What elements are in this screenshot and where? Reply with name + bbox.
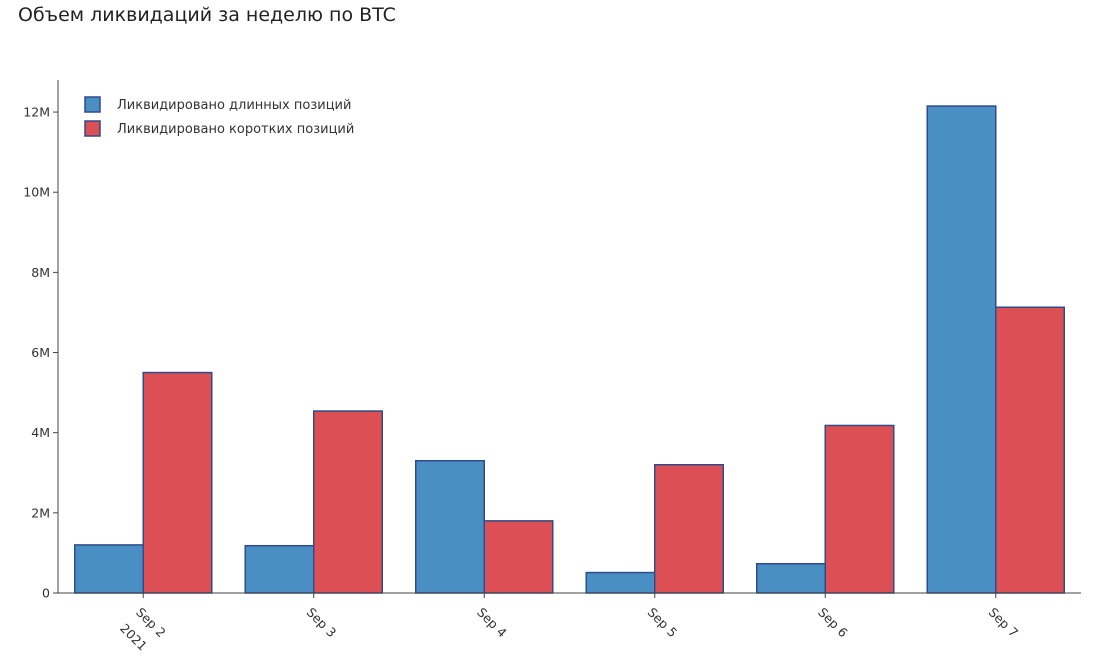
y-tick-label: 12M <box>23 105 50 120</box>
y-tick-label: 6M <box>31 345 50 360</box>
legend-label: Ликвидировано длинных позиций <box>117 98 351 113</box>
bar-short-1[interactable] <box>313 410 383 594</box>
bar-short-3[interactable] <box>654 464 724 594</box>
y-ticks: 0 2M 4M 6M 8M 10M 12M <box>23 105 58 601</box>
bar-short-4[interactable] <box>824 424 895 594</box>
x-tick-label: Sep 3 <box>304 605 340 641</box>
bar-long-4[interactable] <box>756 562 826 594</box>
y-tick-label: 8M <box>31 265 50 280</box>
x-tick-label: Sep 4 <box>474 605 510 641</box>
bar-long-1[interactable] <box>244 544 315 594</box>
x-tick-label: Sep 7 <box>986 605 1022 641</box>
legend-swatch <box>84 96 101 113</box>
legend[interactable]: Ликвидировано длинных позиций Ликвидирова… <box>84 96 354 137</box>
bar-long-3[interactable] <box>585 571 656 594</box>
y-tick-label: 0 <box>42 586 50 601</box>
bars-layer <box>74 105 1065 594</box>
bar-long-5[interactable] <box>926 105 997 594</box>
bar-short-5[interactable] <box>995 306 1065 594</box>
chart-title: Объем ликвидаций за неделю по BTC <box>18 4 396 26</box>
bar-short-0[interactable] <box>142 371 213 594</box>
x-tick-label: Sep 5 <box>645 605 681 641</box>
legend-label: Ликвидировано коротких позиций <box>117 122 354 137</box>
legend-swatch <box>84 120 101 137</box>
legend-item-short[interactable]: Ликвидировано коротких позиций <box>84 120 354 137</box>
legend-item-long[interactable]: Ликвидировано длинных позиций <box>84 96 351 113</box>
y-tick-label: 10M <box>23 185 50 200</box>
bar-long-2[interactable] <box>415 459 485 594</box>
bar-short-2[interactable] <box>483 520 554 594</box>
x-tick-label: Sep 6 <box>815 605 851 641</box>
y-tick-label: 2M <box>31 505 50 520</box>
bar-long-0[interactable] <box>74 544 144 594</box>
y-tick-label: 4M <box>31 425 50 440</box>
axes-layer <box>57 80 1081 594</box>
